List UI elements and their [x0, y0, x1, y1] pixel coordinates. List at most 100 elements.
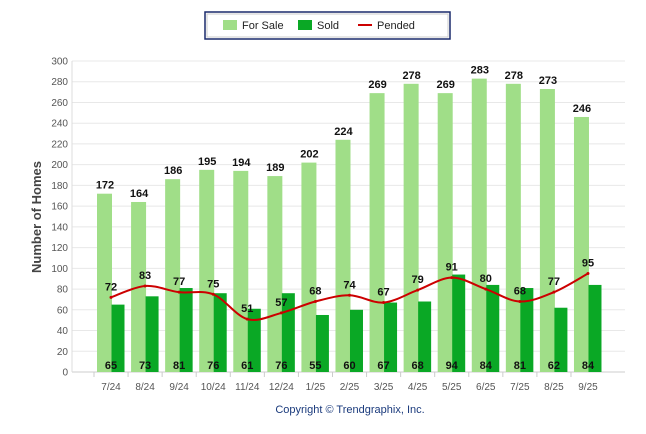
x-tick-label: 11/24	[235, 382, 260, 393]
for-sale-label: 269	[437, 79, 455, 91]
sold-bar	[554, 307, 568, 372]
y-tick-label: 240	[51, 119, 68, 130]
pended-point	[109, 295, 113, 299]
sold-label: 61	[241, 360, 253, 372]
sold-bar	[486, 284, 500, 372]
x-tick-label: 12/24	[269, 382, 294, 393]
y-tick-label: 100	[51, 264, 68, 275]
sold-label: 81	[173, 360, 185, 372]
sold-label: 76	[207, 360, 219, 372]
x-axis-ticks: 7/24 8/24 9/24 10/24 11/24 12/24 1/25 2/25 3/25 4…	[93, 372, 598, 393]
legend-swatch-sold	[298, 20, 312, 30]
for-sale-bar	[199, 169, 215, 372]
pended-point	[552, 290, 556, 294]
y-tick-label: 0	[62, 368, 68, 379]
for-sale-label: 164	[130, 188, 149, 200]
legend: For Sale Sold Pended	[204, 11, 451, 40]
copyright-text: Copyright © Trendgraphix, Inc.	[275, 404, 424, 416]
for-sale-bar	[539, 88, 555, 373]
pended-label: 68	[514, 286, 526, 298]
sold-bar	[418, 301, 432, 372]
for-sale-bar	[165, 179, 181, 372]
pended-label: 83	[139, 270, 151, 282]
y-tick-label: 60	[57, 305, 69, 316]
sold-bar	[111, 304, 125, 372]
pended-point	[211, 292, 215, 296]
for-sale-label: 269	[368, 79, 386, 91]
y-tick-label: 300	[51, 57, 68, 68]
pended-label: 77	[173, 276, 185, 288]
x-tick-label: 4/25	[408, 382, 428, 393]
for-sale-bar	[335, 139, 351, 372]
sold-bar	[281, 293, 295, 372]
x-tick-label: 10/24	[201, 382, 226, 393]
sold-bar	[145, 296, 159, 372]
pended-point	[347, 293, 351, 297]
sold-label: 60	[343, 360, 355, 372]
pended-point	[177, 290, 181, 294]
legend-label: For Sale	[242, 20, 284, 32]
y-tick-label: 140	[51, 222, 68, 233]
for-sale-bar	[233, 170, 249, 372]
for-sale-label: 186	[164, 165, 182, 177]
y-tick-label: 280	[51, 77, 68, 88]
y-tick-label: 180	[51, 181, 68, 192]
sold-label: 94	[446, 360, 459, 372]
sold-label: 67	[377, 360, 389, 372]
sold-bar	[588, 284, 602, 372]
pended-point	[450, 276, 454, 280]
sold-bar	[384, 302, 398, 372]
sold-label: 76	[275, 360, 287, 372]
for-sale-label: 194	[232, 157, 251, 169]
for-sale-label: 224	[334, 126, 353, 138]
for-sale-label: 202	[300, 149, 318, 161]
sold-bar	[452, 274, 466, 372]
for-sale-bar	[505, 83, 521, 372]
for-sale-label: 273	[539, 75, 557, 87]
pended-point	[143, 284, 147, 288]
y-tick-label: 200	[51, 160, 68, 171]
pended-point	[245, 317, 249, 321]
for-sale-bar	[301, 162, 317, 372]
pended-label: 79	[412, 274, 424, 286]
x-tick-label: 6/25	[476, 382, 496, 393]
pended-label: 67	[377, 287, 389, 299]
sold-bar	[179, 288, 193, 372]
y-tick-label: 260	[51, 98, 68, 109]
x-tick-label: 9/25	[578, 382, 598, 393]
pended-label: 74	[343, 279, 356, 291]
sold-bar	[247, 308, 261, 372]
pended-point	[416, 288, 420, 292]
sold-label: 84	[480, 360, 493, 372]
pended-label: 77	[548, 276, 560, 288]
y-tick-label: 40	[57, 326, 69, 337]
for-sale-bar	[471, 78, 487, 372]
x-tick-label: 1/25	[306, 382, 326, 393]
pended-label: 72	[105, 281, 117, 293]
for-sale-label: 283	[471, 65, 489, 77]
x-tick-label: 8/25	[544, 382, 564, 393]
x-tick-label: 8/24	[135, 382, 155, 393]
x-tick-label: 2/25	[340, 382, 360, 393]
sold-bar	[520, 288, 534, 372]
legend-label: Sold	[317, 20, 339, 32]
for-sale-bar	[97, 193, 112, 372]
pended-label: 68	[309, 286, 321, 298]
for-sale-bar	[267, 176, 283, 372]
y-axis-ticks: 0 20 40 60 80 100 120 140 160 180 200 220 240 260 280 3…	[51, 57, 68, 379]
pended-label: 75	[207, 278, 219, 290]
legend-swatch-for-sale	[223, 20, 237, 30]
for-sale-label: 246	[573, 103, 591, 115]
for-sale-bar	[369, 93, 385, 373]
sold-label: 73	[139, 360, 151, 372]
pended-point	[279, 311, 283, 315]
pended-point	[313, 300, 317, 304]
for-sale-label: 278	[402, 70, 420, 82]
x-tick-label: 7/25	[510, 382, 530, 393]
sold-label: 68	[412, 360, 424, 372]
y-tick-label: 160	[51, 202, 68, 213]
y-axis-label: Number of Homes	[29, 161, 44, 273]
sold-bar	[349, 309, 363, 372]
